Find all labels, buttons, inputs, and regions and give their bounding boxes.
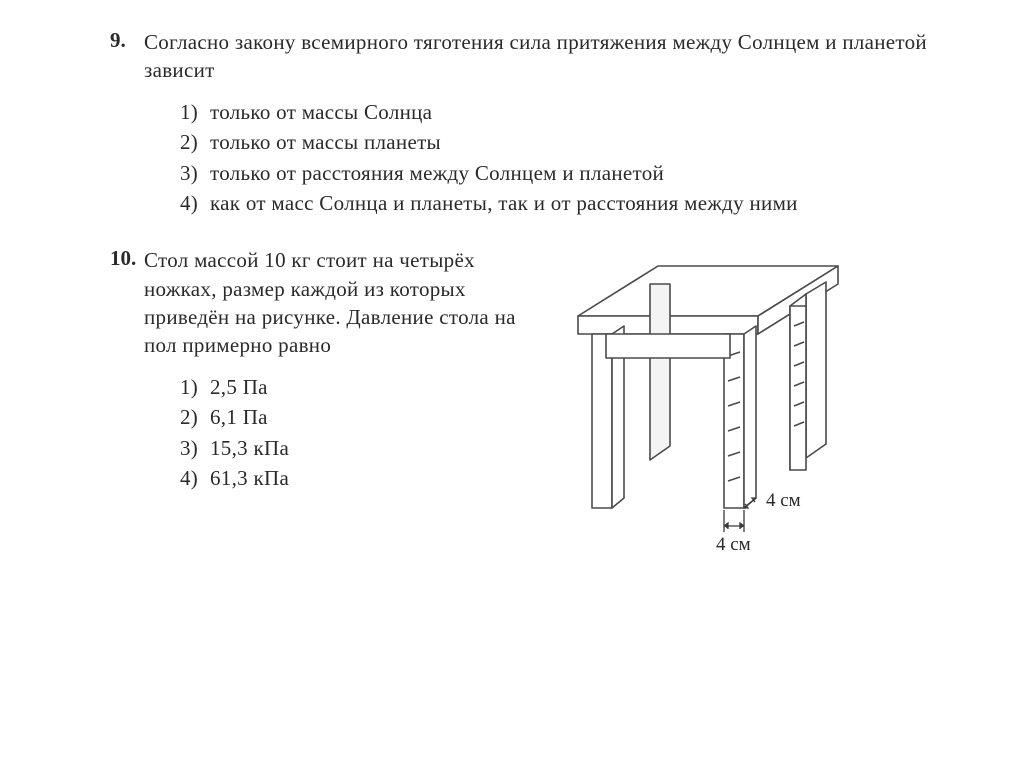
question-9-number: 9.: [110, 28, 144, 53]
question-10-header: 10. Стол массой 10 кг стоит на четырёх н…: [110, 246, 540, 359]
option-number: 1): [180, 97, 210, 127]
question-10-text: Стол массой 10 кг стоит на четырёх ножка…: [144, 246, 540, 359]
option: 1) только от массы Солнца: [180, 97, 934, 127]
option-text: только от массы планеты: [210, 127, 441, 157]
option: 3) только от расстояния между Солнцем и …: [180, 158, 934, 188]
option: 2) 6,1 Па: [180, 402, 540, 432]
option-text: 15,3 кПа: [210, 433, 289, 463]
option-text: 2,5 Па: [210, 372, 268, 402]
question-9-header: 9. Согласно закону всемирного тяготения …: [110, 28, 934, 85]
option-text: 6,1 Па: [210, 402, 268, 432]
question-9-options: 1) только от массы Солнца 2) только от м…: [180, 97, 934, 219]
option-number: 3): [180, 433, 210, 463]
option: 3) 15,3 кПа: [180, 433, 540, 463]
table-figure: 4 см 4 см: [558, 246, 858, 566]
dimension-horizontal-label: 4 см: [716, 534, 751, 555]
question-9-text: Согласно закону всемирного тяготения сил…: [144, 28, 934, 85]
option-number: 2): [180, 127, 210, 157]
option-number: 4): [180, 463, 210, 493]
option-text: только от расстояния между Солнцем и пла…: [210, 158, 664, 188]
question-10: 10. Стол массой 10 кг стоит на четырёх н…: [110, 246, 934, 566]
option-text: 61,3 кПа: [210, 463, 289, 493]
question-9: 9. Согласно закону всемирного тяготения …: [110, 28, 934, 218]
option: 4) 61,3 кПа: [180, 463, 540, 493]
option: 1) 2,5 Па: [180, 372, 540, 402]
option-text: как от масс Солнца и планеты, так и от р…: [210, 188, 798, 218]
dimension-vertical-label: 4 см: [766, 490, 801, 511]
option-text: только от массы Солнца: [210, 97, 432, 127]
question-10-number: 10.: [110, 246, 144, 271]
option-number: 1): [180, 372, 210, 402]
option: 2) только от массы планеты: [180, 127, 934, 157]
option-number: 2): [180, 402, 210, 432]
question-10-options: 1) 2,5 Па 2) 6,1 Па 3) 15,3 кПа 4) 61,3 …: [180, 372, 540, 494]
option: 4) как от масс Солнца и планеты, так и о…: [180, 188, 934, 218]
table-drawing-icon: 4 см 4 см: [558, 246, 858, 566]
option-number: 3): [180, 158, 210, 188]
option-number: 4): [180, 188, 210, 218]
